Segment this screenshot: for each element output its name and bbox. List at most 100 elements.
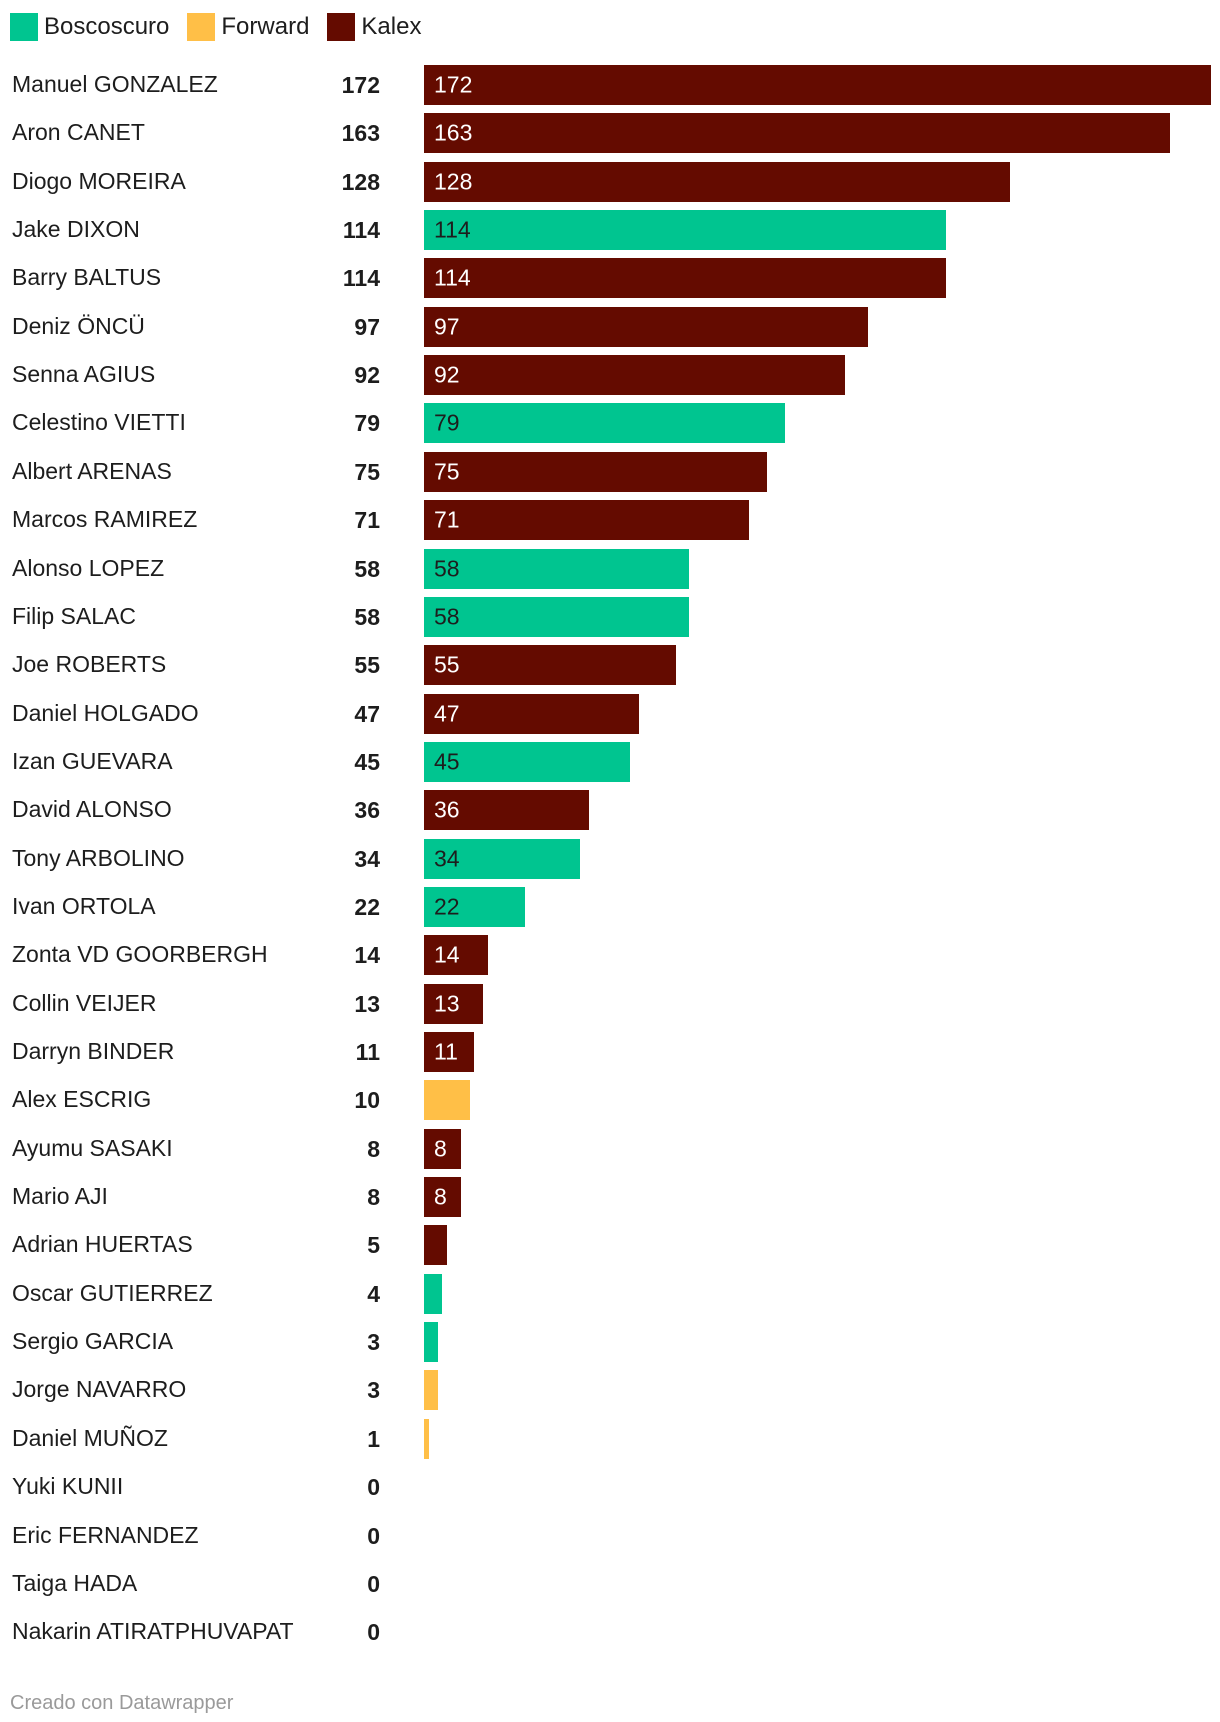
- bar-value-label: 58: [434, 603, 460, 630]
- legend-swatch-kalex: [327, 13, 356, 41]
- bar: 114: [424, 258, 946, 299]
- row-name: Mario AJI: [12, 1183, 108, 1210]
- row-name: Barry BALTUS: [12, 264, 162, 291]
- row-total: 36: [354, 797, 380, 824]
- bar: 114: [424, 210, 946, 251]
- row-name: Diogo MOREIRA: [12, 167, 186, 194]
- row-name: Adrian HUERTAS: [12, 1231, 193, 1258]
- bar: 8: [424, 1177, 461, 1218]
- row-name: Oscar GUTIERREZ: [12, 1279, 213, 1306]
- row-total: 0: [367, 1474, 380, 1501]
- row-total: 14: [354, 942, 380, 969]
- row-name: Yuki KUNII: [12, 1473, 124, 1500]
- row-name: Filip SALAC: [12, 602, 136, 629]
- row-name: Albert ARENAS: [12, 457, 172, 484]
- row-name: Joe ROBERTS: [12, 651, 167, 678]
- row-total: 0: [367, 1570, 380, 1597]
- bar-value-label: 8: [434, 1183, 447, 1210]
- bar-value-label: 55: [434, 651, 460, 678]
- row-name: Nakarin ATIRATPHUVAPAT: [12, 1618, 294, 1645]
- row-total: 8: [367, 1135, 380, 1162]
- bar: 58: [424, 548, 690, 589]
- row-total: 172: [341, 72, 380, 98]
- bar-value-label: 45: [434, 748, 460, 775]
- bar-value-label: 128: [434, 168, 473, 195]
- bar: 11: [424, 1032, 475, 1072]
- row-total: 8: [367, 1184, 380, 1211]
- row-total: 75: [354, 458, 380, 485]
- bar-value-label: 114: [434, 264, 471, 291]
- bar: [424, 1080, 470, 1121]
- bar: 71: [424, 500, 749, 541]
- row-total: 1: [367, 1425, 380, 1452]
- row-name: Darryn BINDER: [12, 1038, 175, 1064]
- row-name: Tony ARBOLINO: [12, 844, 185, 871]
- bar-value-label: 22: [434, 893, 460, 920]
- row-total: 5: [367, 1232, 380, 1259]
- row-total: 45: [354, 748, 380, 775]
- row-name: Zonta VD GOORBERGH: [12, 941, 268, 968]
- row-total: 128: [341, 168, 380, 195]
- row-name: Jorge NAVARRO: [12, 1376, 187, 1403]
- row-name: Ayumu SASAKI: [12, 1134, 173, 1161]
- row-total: 3: [367, 1329, 380, 1356]
- bar-value-label: 163: [434, 119, 473, 146]
- row-name: Alonso LOPEZ: [12, 554, 165, 581]
- row-total: 55: [354, 652, 380, 679]
- bar-value-label: 75: [434, 458, 460, 485]
- bar: 79: [424, 403, 786, 444]
- row-name: Aron CANET: [12, 119, 145, 146]
- legend-swatch-forward: [187, 13, 216, 41]
- row-total: 0: [367, 1619, 380, 1646]
- bar: 45: [424, 741, 630, 782]
- bar: 92: [424, 355, 845, 396]
- legend-item-kalex: Kalex: [327, 13, 421, 41]
- row-name: Jake DIXON: [12, 216, 140, 243]
- bar-value-label: 172: [434, 71, 473, 98]
- bar: 75: [424, 451, 768, 492]
- row-total: 97: [354, 313, 380, 340]
- footer-credit: Creado con Datawrapper: [10, 1692, 234, 1714]
- row-name: David ALONSO: [12, 796, 172, 823]
- bar: 163: [424, 113, 1170, 154]
- row-name: Alex ESCRIG: [12, 1086, 152, 1113]
- row-total: 114: [342, 217, 380, 244]
- row-total: 4: [367, 1280, 380, 1307]
- row-name: Senna AGIUS: [12, 361, 156, 388]
- row-total: 71: [354, 507, 380, 534]
- bar: 13: [424, 983, 484, 1024]
- bar-value-label: 36: [434, 796, 460, 823]
- row-total: 34: [354, 845, 380, 872]
- bar-value-label: 79: [434, 409, 460, 436]
- row-name: Deniz ÖNCÜ: [12, 312, 145, 339]
- legend-label-forward: Forward: [221, 13, 310, 40]
- bar: 14: [424, 935, 489, 976]
- row-name: Sergio GARCIA: [12, 1328, 174, 1355]
- row-total: 13: [354, 990, 380, 1017]
- legend-swatch-boscoscuro: [10, 13, 38, 41]
- bar-value-label: 8: [434, 1135, 447, 1162]
- legend-item-forward: Forward: [187, 13, 309, 41]
- bar-value-label: 14: [434, 941, 460, 968]
- row-total: 163: [341, 120, 380, 147]
- bar: [424, 1225, 447, 1266]
- bar: 22: [424, 886, 525, 927]
- row-name: Ivan ORTOLA: [12, 892, 156, 919]
- bar-value-label: 11: [434, 1038, 458, 1065]
- bar-value-label: 58: [434, 555, 460, 581]
- legend-item-boscoscuro: Boscoscuro: [10, 13, 169, 41]
- bar-value-label: 92: [434, 361, 460, 388]
- legend-label-boscoscuro: Boscoscuro: [44, 13, 170, 40]
- row-name: Daniel MUÑOZ: [12, 1424, 168, 1451]
- bar-value-label: 47: [434, 700, 460, 727]
- bar: 97: [424, 306, 868, 347]
- bar-value-label: 71: [434, 506, 460, 533]
- row-name: Izan GUEVARA: [12, 747, 173, 774]
- row-name: Manuel GONZALEZ: [12, 71, 218, 97]
- bar-value-label: 34: [434, 845, 460, 872]
- bar: 8: [424, 1128, 461, 1169]
- bar: [424, 1322, 438, 1363]
- bar: 34: [424, 838, 580, 879]
- legend-label-kalex: Kalex: [361, 13, 422, 40]
